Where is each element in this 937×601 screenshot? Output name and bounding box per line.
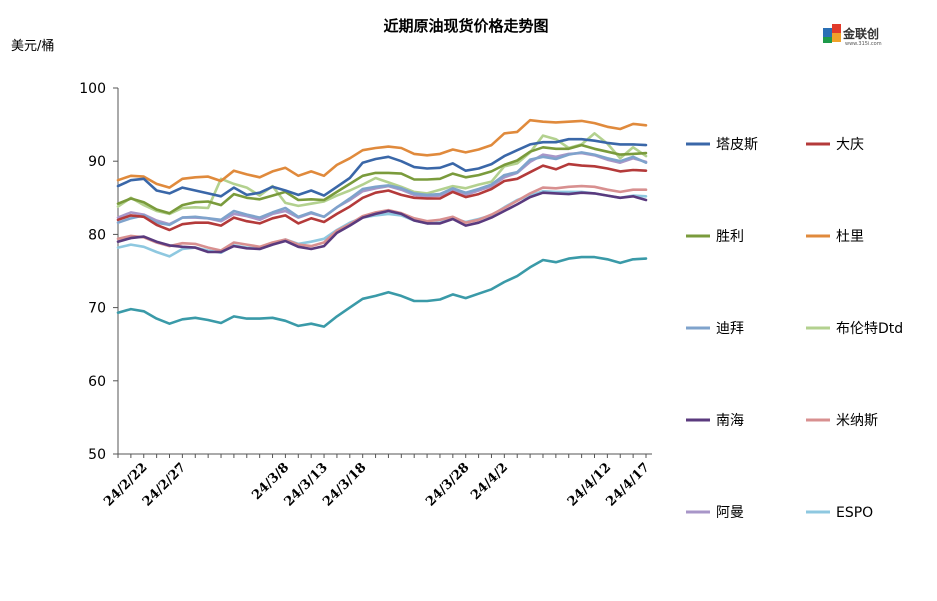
y-tick-label: 60	[88, 374, 106, 390]
series-line	[116, 151, 648, 227]
y-axis-unit: 美元/桶	[11, 39, 54, 54]
x-tick-label: 24/4/2	[468, 460, 511, 503]
series-line	[116, 118, 648, 189]
series-line	[116, 137, 648, 198]
y-tick-label: 90	[88, 154, 106, 170]
legend-label: 迪拜	[716, 321, 744, 337]
y-tick-label: 50	[88, 447, 106, 463]
legend-label: 阿曼	[716, 505, 744, 521]
series-line	[116, 162, 648, 232]
legend-label: 杜里	[836, 229, 864, 245]
legend-label: 胜利	[716, 229, 744, 245]
legend-label: 布伦特Dtd	[836, 321, 903, 337]
axes	[117, 88, 652, 455]
legend-label: 米纳斯	[836, 413, 878, 429]
logo-icon	[823, 24, 841, 43]
y-tick-label: 100	[79, 81, 106, 97]
legend-label: 大庆	[836, 137, 864, 153]
y-tick-label: 70	[88, 301, 106, 317]
logo-subtext: www.315i.com	[845, 41, 882, 47]
x-tick-label: 24/3/28	[423, 460, 472, 509]
legend-label: 塔皮斯	[716, 137, 758, 153]
y-tick-label: 80	[88, 227, 106, 243]
series-line	[116, 143, 648, 215]
series-lines	[116, 118, 648, 328]
chart-title: 近期原油现货价格走势图	[383, 17, 548, 35]
series-line	[116, 191, 648, 254]
legend-label: 南海	[716, 413, 744, 429]
logo: 金联创 www.315i.com	[823, 24, 882, 47]
logo-name: 金联创	[842, 26, 879, 41]
legend-label: ESPO	[836, 505, 873, 521]
series-line	[116, 255, 648, 328]
y-ticks: 50 60 70 80 90 100	[79, 81, 118, 463]
